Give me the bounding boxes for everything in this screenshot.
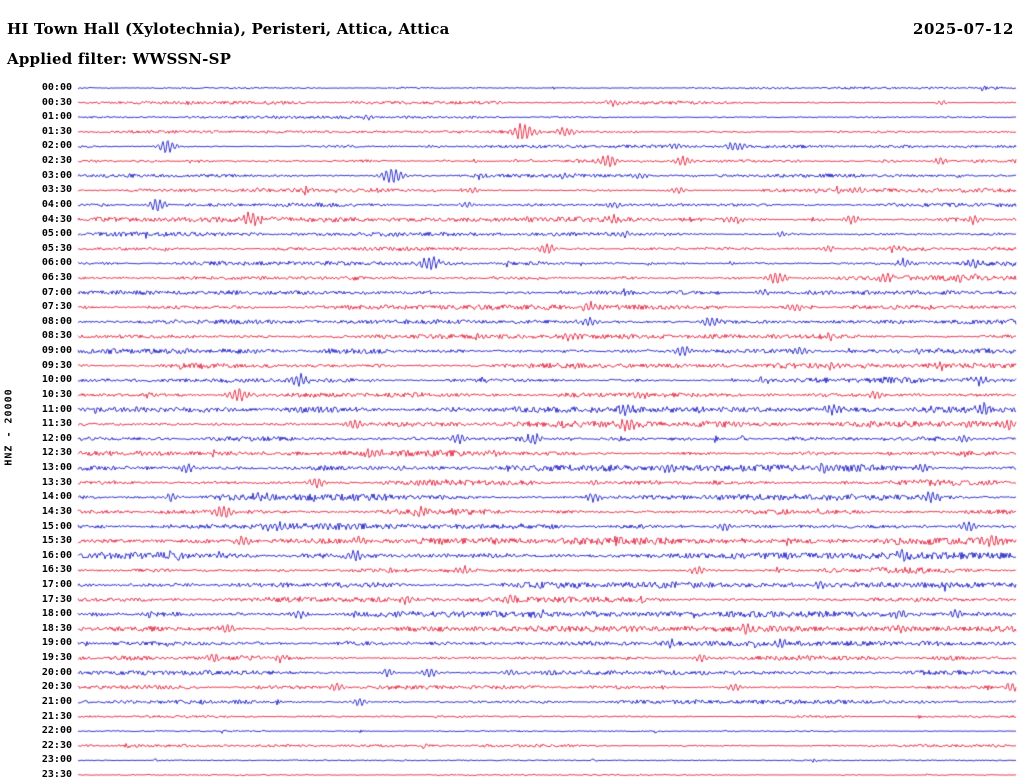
time-label: 02:00 bbox=[41, 140, 72, 152]
time-label: 03:30 bbox=[41, 184, 72, 196]
time-label: 10:30 bbox=[41, 388, 72, 400]
time-label: 03:00 bbox=[41, 169, 72, 181]
time-label: 01:30 bbox=[41, 125, 72, 137]
time-label: 02:30 bbox=[41, 155, 72, 167]
time-label: 05:30 bbox=[41, 242, 72, 254]
time-label: 12:30 bbox=[41, 447, 72, 459]
time-label: 15:30 bbox=[41, 535, 72, 547]
time-label: 01:00 bbox=[41, 111, 72, 123]
time-label: 13:30 bbox=[41, 476, 72, 488]
time-label: 06:30 bbox=[41, 272, 72, 284]
time-label: 11:30 bbox=[41, 418, 72, 430]
time-label: 17:00 bbox=[41, 578, 72, 590]
time-label: 23:30 bbox=[41, 768, 72, 780]
time-label: 04:30 bbox=[41, 213, 72, 225]
time-label: 17:30 bbox=[41, 593, 72, 605]
time-label: 21:00 bbox=[41, 695, 72, 707]
time-label: 08:30 bbox=[41, 330, 72, 342]
time-label: 09:00 bbox=[41, 345, 72, 357]
time-label: 22:00 bbox=[41, 725, 72, 737]
time-label: 16:30 bbox=[41, 564, 72, 576]
time-label: 11:00 bbox=[41, 403, 72, 415]
time-label: 20:00 bbox=[41, 666, 72, 678]
time-label: 20:30 bbox=[41, 681, 72, 693]
time-label: 07:30 bbox=[41, 301, 72, 313]
time-label: 14:30 bbox=[41, 505, 72, 517]
time-label: 07:00 bbox=[41, 286, 72, 298]
time-label: 19:00 bbox=[41, 637, 72, 649]
time-label: 18:00 bbox=[41, 608, 72, 620]
time-label: 06:00 bbox=[41, 257, 72, 269]
time-label: 23:00 bbox=[41, 754, 72, 766]
time-label: 21:30 bbox=[41, 710, 72, 722]
time-label: 16:00 bbox=[41, 549, 72, 561]
time-label: 09:30 bbox=[41, 359, 72, 371]
time-label: 22:30 bbox=[41, 739, 72, 751]
time-label: 08:00 bbox=[41, 315, 72, 327]
time-label: 12:00 bbox=[41, 432, 72, 444]
time-label: 15:00 bbox=[41, 520, 72, 532]
time-label: 00:00 bbox=[41, 82, 72, 93]
time-label: 18:30 bbox=[41, 622, 72, 634]
time-label: 13:00 bbox=[41, 462, 72, 474]
time-label: 05:00 bbox=[41, 228, 72, 240]
time-label: 14:00 bbox=[41, 491, 72, 503]
time-label: 10:00 bbox=[41, 374, 72, 386]
time-label: 04:00 bbox=[41, 198, 72, 210]
time-label: 00:30 bbox=[41, 96, 72, 108]
time-label: 19:30 bbox=[41, 652, 72, 664]
